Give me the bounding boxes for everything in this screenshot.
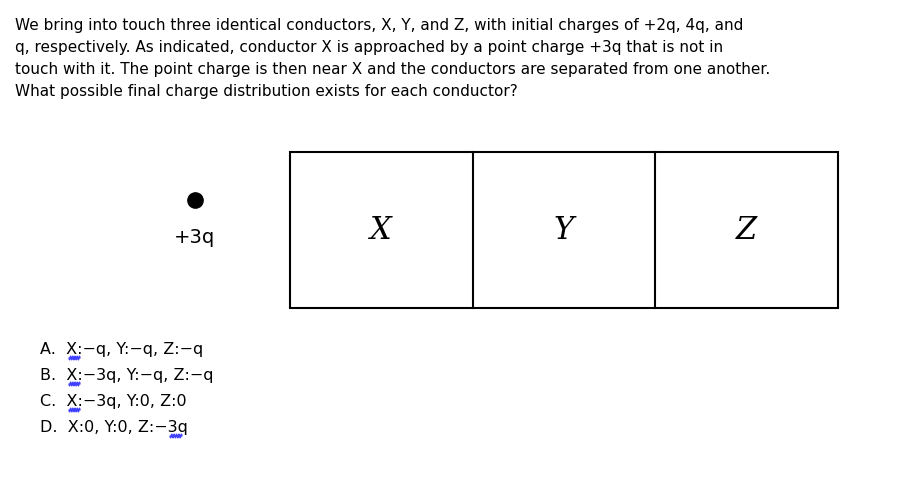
Text: q, respectively. As indicated, conductor X is approached by a point charge +3q t: q, respectively. As indicated, conductor… <box>15 40 723 55</box>
Text: D.  X:0, Y:0, Z:−3q: D. X:0, Y:0, Z:−3q <box>40 420 188 435</box>
Text: B.  X:−3q, Y:−q, Z:−q: B. X:−3q, Y:−q, Z:−q <box>40 368 213 383</box>
Text: X: X <box>370 215 392 246</box>
Text: C.  X:−3q, Y:0, Z:0: C. X:−3q, Y:0, Z:0 <box>40 394 186 409</box>
Text: We bring into touch three identical conductors, X, Y, and Z, with initial charge: We bring into touch three identical cond… <box>15 18 743 33</box>
Text: Y: Y <box>554 215 574 246</box>
Text: A.  X:−q, Y:−q, Z:−q: A. X:−q, Y:−q, Z:−q <box>40 342 203 357</box>
Text: What possible final charge distribution exists for each conductor?: What possible final charge distribution … <box>15 84 518 99</box>
Text: Z: Z <box>736 215 757 246</box>
Text: touch with it. The point charge is then near X and the conductors are separated : touch with it. The point charge is then … <box>15 62 771 77</box>
Text: +3q: +3q <box>174 228 216 247</box>
Bar <box>290 152 838 308</box>
